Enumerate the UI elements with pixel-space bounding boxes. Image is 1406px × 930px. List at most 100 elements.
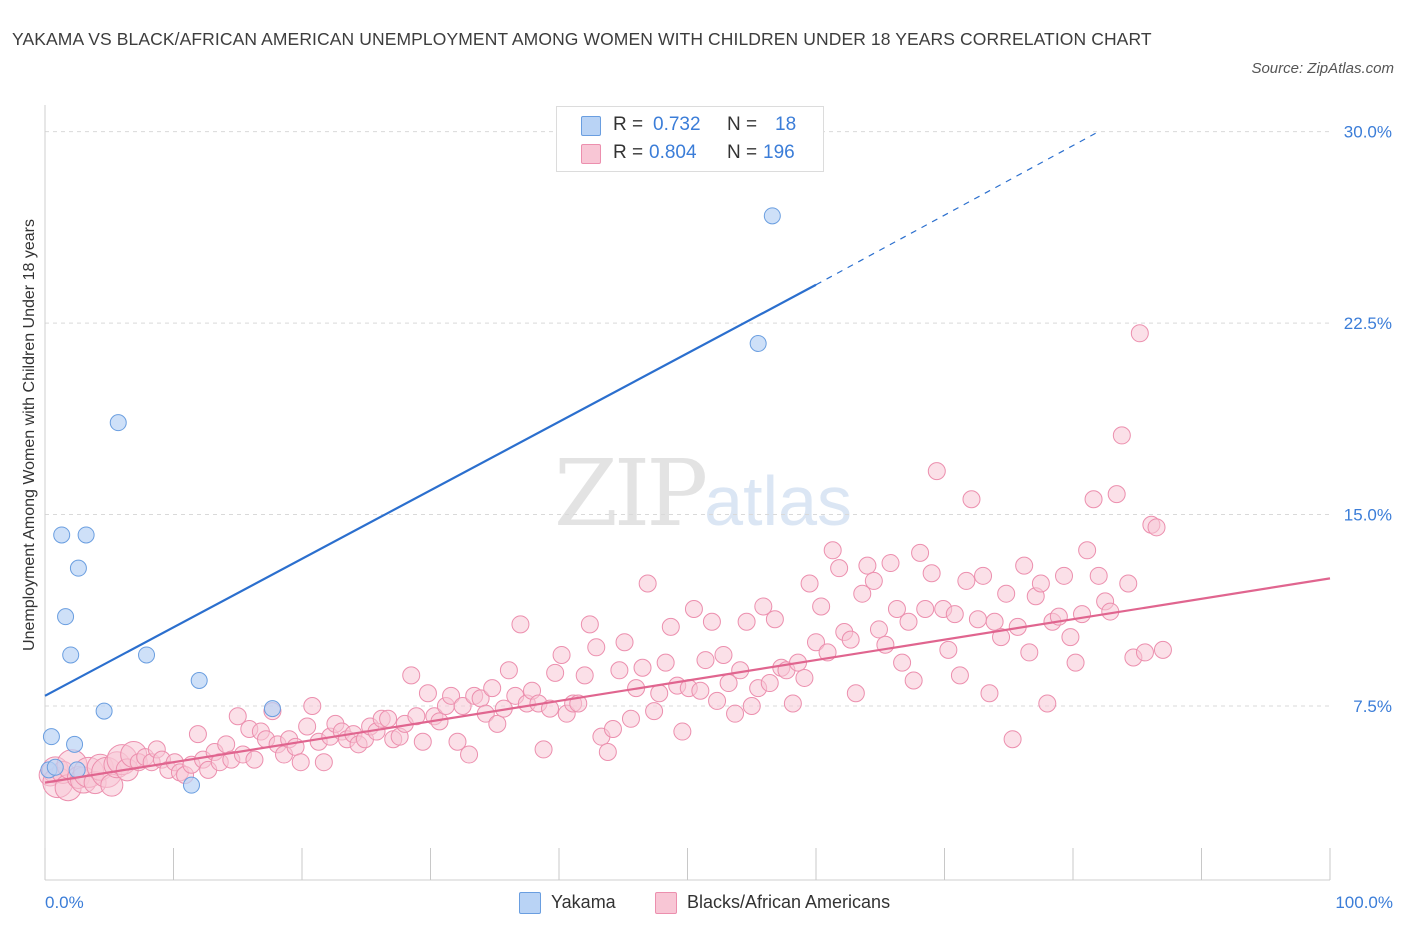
data-point-black — [1112, 426, 1131, 445]
data-point-black — [754, 597, 773, 616]
legend-n-label: N = — [727, 142, 758, 163]
legend-r-value: 0.804 — [649, 142, 697, 163]
data-point-black — [552, 645, 571, 664]
data-point-black — [1031, 574, 1050, 593]
data-point-black — [916, 600, 935, 619]
data-point-black — [1072, 605, 1091, 624]
data-point-black — [633, 658, 652, 677]
data-point-black — [1055, 566, 1074, 585]
data-point-yakama — [763, 207, 781, 225]
watermark-atlas: atlas — [704, 462, 853, 540]
data-point-black — [702, 612, 721, 631]
data-point-black — [610, 661, 629, 680]
watermark: ZIPatlas — [554, 440, 852, 547]
data-point-yakama — [182, 776, 200, 794]
data-point-black — [621, 709, 640, 728]
data-point-black — [598, 742, 617, 761]
data-point-black — [483, 679, 502, 698]
data-point-black — [645, 702, 664, 721]
data-point-yakama — [68, 761, 86, 779]
data-point-yakama — [66, 735, 84, 753]
data-point-black — [603, 720, 622, 739]
data-point-black — [650, 684, 669, 703]
data-point-yakama — [62, 646, 80, 664]
data-point-black — [546, 663, 565, 682]
data-point-black — [760, 674, 779, 693]
data-point-black — [656, 653, 675, 672]
data-point-yakama — [57, 608, 75, 626]
data-point-black — [1003, 730, 1022, 749]
data-point-black — [992, 628, 1011, 647]
legend-swatch-black — [581, 144, 601, 164]
trend-line-yakama-extension — [815, 131, 1099, 286]
data-point-black — [402, 666, 421, 685]
legend-swatch-black — [655, 892, 677, 914]
data-point-black — [968, 610, 987, 629]
data-point-black — [708, 691, 727, 710]
data-point-black — [1066, 653, 1085, 672]
axes — [44, 105, 1331, 881]
data-point-black — [737, 612, 756, 631]
data-point-black — [812, 597, 831, 616]
data-point-yakama — [53, 526, 71, 544]
data-point-black — [298, 717, 317, 736]
x-tick-label: 0.0% — [45, 893, 84, 912]
data-point-black — [575, 666, 594, 685]
data-point-black — [245, 750, 264, 769]
data-point-black — [1020, 643, 1039, 662]
data-point-black — [291, 753, 310, 772]
data-point-yakama — [263, 700, 281, 718]
data-point-black — [1107, 485, 1126, 504]
data-point-black — [1153, 640, 1172, 659]
data-point-black — [922, 564, 941, 583]
trend-line-yakama — [44, 283, 817, 697]
grid-lines — [45, 131, 1330, 707]
data-point-black — [742, 697, 761, 716]
data-point-black — [911, 543, 930, 562]
legend-r-label: R = — [613, 142, 644, 163]
data-point-black — [726, 704, 745, 723]
data-point-black — [448, 732, 467, 751]
data-point-black — [765, 610, 784, 629]
data-point-black — [1084, 490, 1103, 509]
data-point-black — [511, 615, 530, 634]
legend-n-value: 18 — [775, 114, 797, 135]
data-point-black — [615, 633, 634, 652]
data-point-black — [442, 686, 461, 705]
data-point-black — [228, 707, 247, 726]
stats-legend: R = 0.732 N = 18 R = 0.804 N = 196 — [556, 106, 824, 172]
legend-label-yakama: Yakama — [551, 892, 616, 912]
data-point-black — [830, 559, 849, 578]
data-point-black — [1015, 556, 1034, 575]
data-point-black — [661, 617, 680, 636]
data-point-black — [1089, 566, 1108, 585]
data-point-black — [846, 684, 865, 703]
data-point-black — [957, 571, 976, 590]
data-point-black — [997, 584, 1016, 603]
data-point-black — [638, 574, 657, 593]
y-tick-label: 30.0% — [1344, 123, 1392, 142]
data-point-black — [1061, 628, 1080, 647]
data-point-black — [1130, 324, 1149, 343]
data-point-yakama — [749, 334, 767, 352]
data-point-black — [684, 600, 703, 619]
data-point-black — [783, 694, 802, 713]
data-point-black — [904, 671, 923, 690]
series-yakama-points — [40, 207, 781, 794]
legend-label-black: Blacks/African Americans — [687, 892, 891, 912]
data-point-black — [1119, 574, 1138, 593]
legend-r-label: R = — [613, 114, 644, 135]
data-point-yakama — [138, 646, 156, 664]
data-point-black — [580, 615, 599, 634]
trend-line-black — [44, 577, 1331, 784]
data-point-black — [974, 566, 993, 585]
data-point-black — [691, 681, 710, 700]
data-point-black — [980, 684, 999, 703]
data-point-black — [499, 661, 518, 680]
data-point-black — [1135, 643, 1154, 662]
tick-labels: 7.5% 15.0% 22.5% 30.0% 0.0% 100.0% — [45, 123, 1393, 912]
data-point-black — [1078, 541, 1097, 560]
data-point-black — [853, 584, 872, 603]
data-point-yakama — [69, 559, 87, 577]
